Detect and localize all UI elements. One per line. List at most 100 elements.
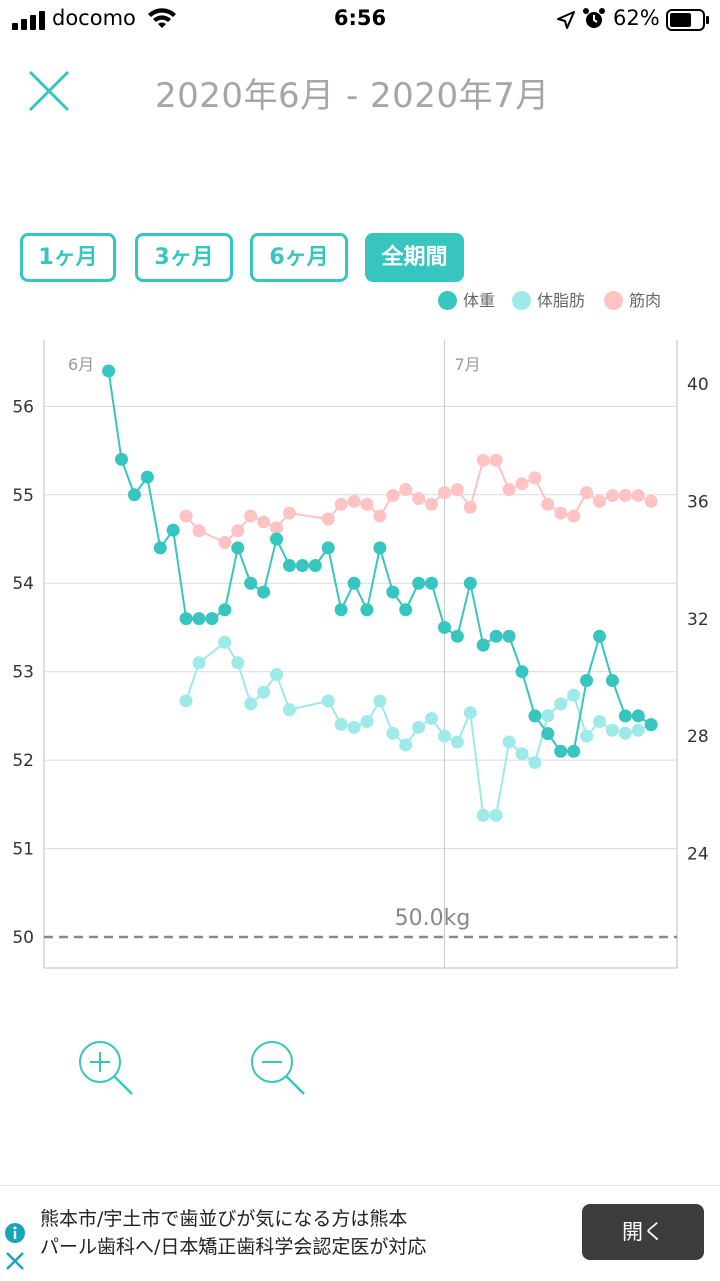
data-point [605,723,619,737]
legend-item-muscle: 筋肉 [604,287,661,311]
status-bar: docomo 6:56 62% [0,0,720,40]
data-point [153,541,167,555]
ad-text[interactable]: 熊本市/宇土市で歯並びが気になる方は熊本 パール歯科へ/日本矯正歯科学会認定医が… [40,1205,560,1261]
data-point [515,747,529,761]
data-point [347,494,361,508]
left-tick-label: 56 [12,397,34,417]
data-point [450,629,464,643]
data-point [528,709,542,723]
data-point [166,523,180,537]
legend-label-weight: 体重 [463,291,496,310]
legend-item-weight: 体重 [438,287,495,311]
data-point [308,559,322,573]
month-label: 7月 [454,355,480,374]
info-icon[interactable] [4,1222,26,1244]
data-point [192,656,206,670]
data-point [631,709,645,723]
data-point [450,483,464,497]
data-point [179,694,193,708]
left-tick-label: 55 [12,486,34,506]
data-point [115,452,129,466]
data-point [282,506,296,520]
data-point [399,483,413,497]
right-tick-label: 36 [687,492,709,512]
legend-label-body-fat: 体脂肪 [537,291,586,310]
period-tab-1-month[interactable]: 1ヶ月 [20,233,116,282]
data-point [580,486,594,500]
data-point [295,559,309,573]
ad-text-line-1[interactable]: 熊本市/宇土市で歯並びが気になる方は熊本 [40,1208,408,1230]
data-point [192,524,206,538]
left-tick-label: 50 [12,928,34,948]
data-point [541,709,555,723]
ad-close-icon[interactable] [4,1250,26,1272]
data-point [541,727,555,741]
left-tick-label: 51 [12,840,34,860]
close-icon[interactable] [26,68,72,114]
data-point [644,494,658,508]
data-point [231,524,245,538]
data-point [127,488,141,502]
data-point [360,497,374,511]
data-point [631,489,645,503]
data-point [321,541,335,555]
period-tab-6-months[interactable]: 6ヶ月 [250,233,348,282]
left-tick-label: 53 [12,663,34,683]
battery-icon [666,9,709,31]
left-tick-label: 54 [12,574,34,594]
data-point [567,688,581,702]
clock: 6:56 [333,6,387,30]
body-composition-chart[interactable]: 5051525354555624283236406月7月1020301050.0… [0,330,720,980]
data-point [321,512,335,526]
data-point [412,491,426,505]
data-point [321,694,335,708]
data-point [347,576,361,590]
data-point [592,494,606,508]
data-point [631,723,645,737]
data-point [360,714,374,728]
data-point [257,515,271,529]
data-point [218,635,232,649]
data-point [618,709,632,723]
ad-text-line-2[interactable]: パール歯科へ/日本矯正歯科学会認定医が対応 [40,1236,427,1258]
period-tab-all[interactable]: 全期間 [365,233,464,282]
series-line-2 [185,459,652,544]
data-point [386,585,400,599]
data-point [618,726,632,740]
data-point [218,535,232,549]
data-point [334,717,348,731]
data-point [244,509,258,523]
ad-banner[interactable]: 熊本市/宇土市で歯並びが気になる方は熊本 パール歯科へ/日本矯正歯科学会認定医が… [0,1185,720,1281]
right-tick-label: 24 [687,845,709,865]
data-point [386,726,400,740]
data-point [450,735,464,749]
legend-swatch-muscle [604,291,623,310]
month-label: 6月 [68,355,94,374]
left-tick-label: 52 [12,751,34,771]
data-point [270,521,284,535]
data-point [567,744,581,758]
data-point [282,559,296,573]
ad-open-button[interactable]: 開く [582,1204,704,1260]
data-point [270,532,284,546]
data-point [179,509,193,523]
battery-percent: 62% [613,6,660,30]
data-point [205,612,219,626]
data-point [399,738,413,752]
data-point [554,506,568,520]
legend-item-body-fat: 体脂肪 [512,287,585,311]
data-point [231,656,245,670]
data-point [502,629,516,643]
location-icon [557,11,575,29]
period-tab-3-months[interactable]: 3ヶ月 [135,233,233,282]
data-point [489,808,503,822]
data-point [282,703,296,717]
zoom-out-icon[interactable] [250,1040,310,1100]
data-point [644,718,658,732]
data-point [244,576,258,590]
zoom-in-icon[interactable] [78,1040,138,1100]
wifi-icon [148,8,176,28]
data-point [244,697,258,711]
right-tick-label: 40 [687,375,709,395]
legend-swatch-weight [438,291,457,310]
